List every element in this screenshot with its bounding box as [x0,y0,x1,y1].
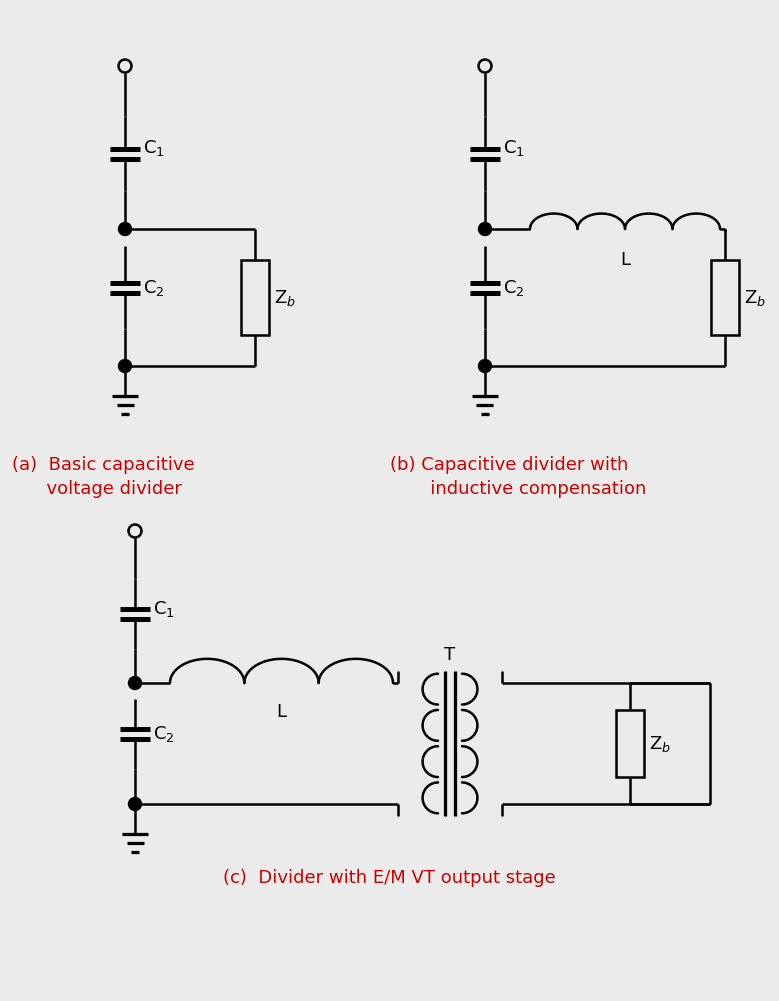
Text: L: L [620,251,630,269]
Bar [616,711,644,777]
Circle shape [478,222,492,235]
Text: T: T [445,646,456,664]
Text: C$_1$: C$_1$ [503,138,524,158]
Text: Z$_b$: Z$_b$ [649,734,671,754]
Text: C$_2$: C$_2$ [503,277,524,297]
Circle shape [129,798,142,811]
Text: Z$_b$: Z$_b$ [274,287,296,307]
Text: (c)  Divider with E/M VT output stage: (c) Divider with E/M VT output stage [223,869,556,887]
Bar [711,260,739,335]
Text: Z$_b$: Z$_b$ [744,287,766,307]
Text: C$_2$: C$_2$ [143,277,164,297]
Circle shape [129,677,142,690]
Text: (b) Capacitive divider with
       inductive compensation: (b) Capacitive divider with inductive co… [390,456,647,497]
Text: (a)  Basic capacitive
      voltage divider: (a) Basic capacitive voltage divider [12,456,195,497]
Circle shape [478,359,492,372]
Text: L: L [277,703,287,721]
Bar [241,260,269,335]
Circle shape [118,222,132,235]
Text: C$_1$: C$_1$ [143,138,164,158]
Text: C$_2$: C$_2$ [153,724,174,744]
Circle shape [118,359,132,372]
Text: C$_1$: C$_1$ [153,599,174,619]
